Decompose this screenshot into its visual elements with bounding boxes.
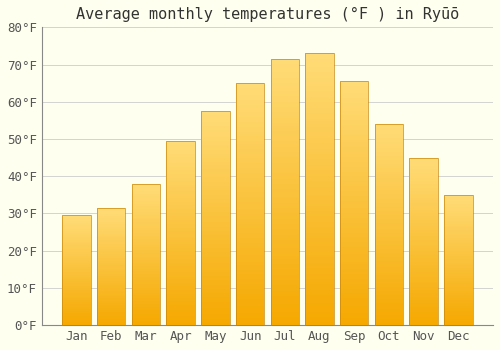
Bar [270,59,299,325]
Bar [97,208,126,325]
Bar [374,124,403,325]
Bar [410,158,438,325]
Bar [166,141,195,325]
Bar [62,215,91,325]
Bar [132,184,160,325]
Title: Average monthly temperatures (°F ) in Ryūō: Average monthly temperatures (°F ) in Ry… [76,7,459,22]
Bar [236,83,264,325]
Bar [201,111,230,325]
Bar [306,53,334,325]
Bar [340,81,368,325]
Bar [444,195,472,325]
